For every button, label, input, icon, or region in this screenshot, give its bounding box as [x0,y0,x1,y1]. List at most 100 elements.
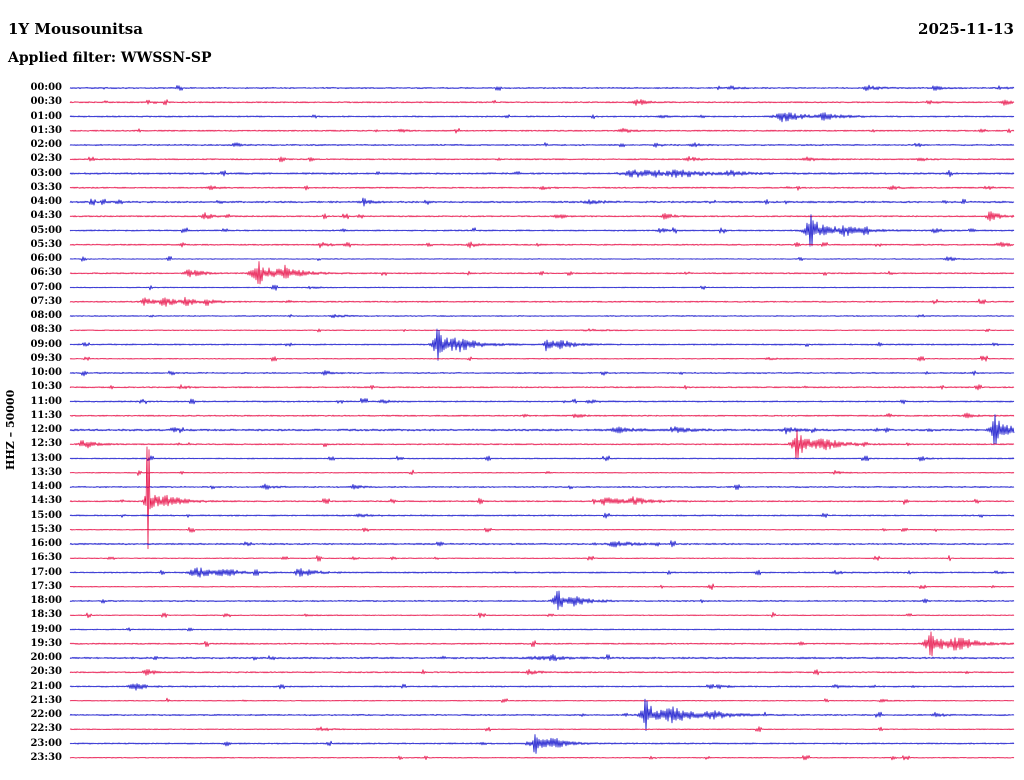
time-label: 09:30 [30,352,62,364]
time-label: 17:30 [30,580,62,592]
time-label: 10:00 [30,367,62,378]
trace-row-17:30 [69,583,1015,590]
trace-row-22:30 [69,726,1015,733]
time-label: 12:30 [30,438,62,450]
time-label: 06:00 [30,253,62,264]
trace-row-17:00 [69,567,1015,578]
time-label: 22:00 [30,709,62,720]
time-label: 02:30 [30,153,62,165]
time-label: 23:00 [30,737,62,749]
trace-row-08:30 [69,328,1015,333]
trace-row-06:00 [69,255,1015,262]
trace-row-16:30 [69,555,1015,562]
time-label: 21:30 [30,694,62,706]
time-label: 20:30 [30,666,62,678]
trace-row-21:30 [69,697,1015,703]
trace-row-01:30 [69,127,1015,134]
trace-row-13:00 [69,455,1015,462]
time-label: 18:30 [30,609,62,621]
time-label: 11:00 [30,395,62,407]
trace-row-00:00 [69,84,1015,92]
time-label: 15:00 [30,509,62,521]
time-label: 01:30 [30,124,62,136]
time-label: 04:00 [30,196,62,207]
time-label: 11:30 [30,409,62,421]
trace-row-16:00 [69,540,1015,548]
time-label: 23:30 [30,751,62,763]
time-label: 22:30 [30,723,62,735]
trace-row-06:30 [69,261,1015,285]
trace-row-18:30 [69,611,1015,619]
time-label: 06:30 [30,267,62,279]
trace-row-02:30 [69,156,1015,163]
trace-row-07:00 [69,284,1015,291]
time-label: 00:30 [30,96,62,108]
trace-row-05:30 [69,241,1015,249]
time-label: 05:30 [30,238,62,250]
time-label: 20:00 [30,652,62,663]
time-label: 16:30 [30,552,62,564]
time-label: 19:30 [30,637,62,649]
trace-row-22:00 [69,698,1015,731]
time-label: 07:30 [30,295,62,307]
trace-row-01:00 [69,112,1015,123]
trace-row-09:30 [69,355,1015,362]
time-label: 15:30 [30,523,62,535]
time-label: 04:30 [30,210,62,222]
trace-row-10:00 [69,370,1015,377]
trace-row-04:30 [69,211,1015,222]
time-label: 08:00 [30,310,62,321]
trace-row-07:30 [69,296,1015,307]
trace-row-09:00 [69,328,1015,361]
time-label: 10:30 [30,381,62,393]
trace-row-14:00 [69,483,1015,490]
trace-row-20:30 [69,669,1015,676]
page-title: 1Y Mousounitsa [8,20,143,38]
trace-row-05:00 [69,214,1015,247]
time-label: 02:00 [30,139,62,150]
trace-row-11:00 [69,398,1015,405]
trace-row-21:00 [69,683,1015,691]
time-label: 13:30 [30,466,62,478]
trace-row-04:00 [69,197,1015,207]
trace-row-19:30 [69,631,1015,657]
trace-row-13:30 [69,469,1015,476]
trace-row-19:00 [69,627,1015,632]
time-label: 17:00 [30,566,62,578]
trace-row-00:30 [69,99,1015,106]
trace-row-23:30 [69,755,1015,761]
trace-row-20:00 [69,654,1015,662]
trace-row-11:30 [69,412,1015,419]
trace-row-03:00 [69,169,1015,178]
trace-row-15:30 [69,527,1015,533]
trace-row-12:00 [69,414,1015,446]
time-label: 05:00 [30,224,62,236]
time-label: 08:30 [30,324,62,336]
trace-row-23:00 [69,734,1015,754]
time-label: 01:00 [30,110,62,122]
time-label: 09:00 [30,338,62,350]
time-label: 14:30 [30,495,62,507]
trace-row-02:00 [69,142,1015,148]
trace-row-18:00 [69,590,1015,610]
time-label: 14:00 [30,481,62,492]
time-label: 16:00 [30,538,62,549]
time-label: 12:00 [30,424,62,435]
filter-label: Applied filter: WWSSN-SP [8,50,212,66]
time-label: 07:00 [30,281,62,293]
trace-row-14:30 [69,446,1015,550]
date-label: 2025-11-13 [918,20,1014,38]
trace-row-15:00 [69,512,1015,519]
trace-row-10:30 [69,384,1015,391]
time-label: 03:30 [30,181,62,193]
time-label: 21:00 [30,680,62,692]
trace-row-08:00 [69,314,1015,319]
trace-row-12:30 [69,430,1015,460]
time-label: 13:00 [30,452,62,464]
time-label: 03:00 [30,167,62,179]
time-label: 18:00 [30,595,62,606]
time-label: 00:00 [30,82,62,93]
trace-row-03:30 [69,185,1015,191]
